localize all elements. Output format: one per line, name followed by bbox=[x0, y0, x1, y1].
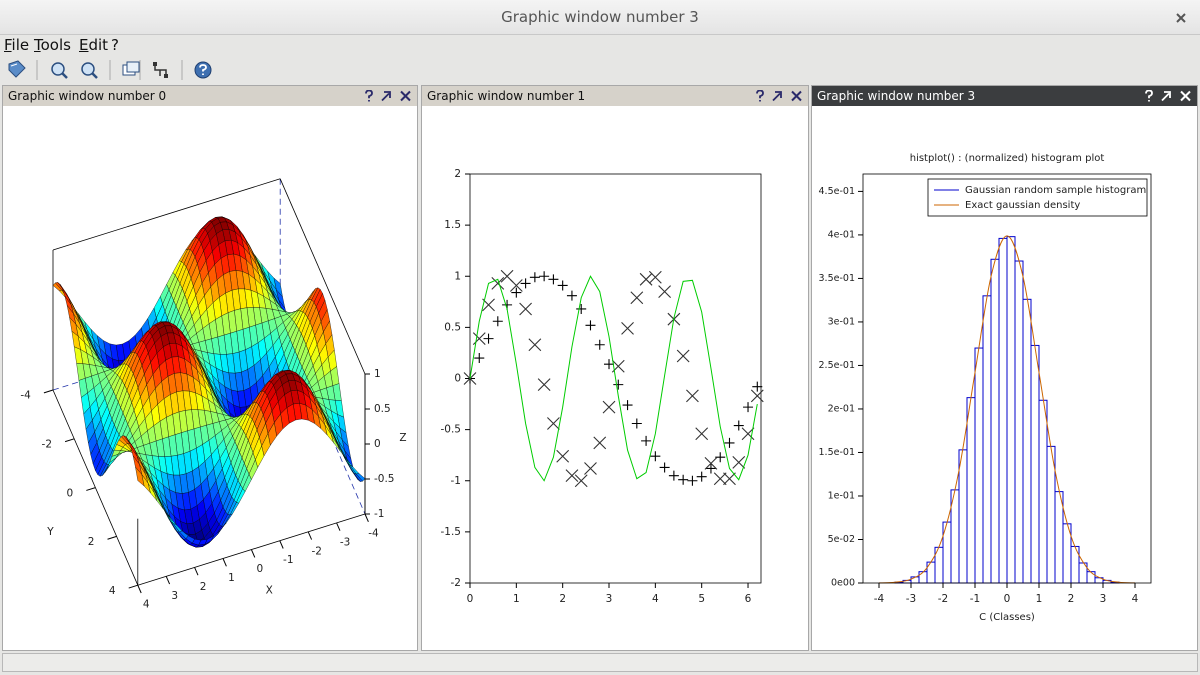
window-title: Graphic window number 3 bbox=[501, 8, 699, 26]
panel-title: Graphic window number 0 bbox=[8, 89, 167, 103]
panel-controls[interactable] bbox=[1145, 90, 1193, 102]
panel: Graphic window number 3 bbox=[811, 85, 1198, 651]
panel: Graphic window number 1 bbox=[421, 85, 809, 651]
panel-header: Graphic window number 0 bbox=[3, 86, 417, 106]
panel-title: Graphic window number 3 bbox=[817, 89, 976, 103]
zoom-button[interactable] bbox=[51, 62, 68, 79]
unzoom-button[interactable] bbox=[81, 62, 98, 79]
menu-item[interactable]: ? bbox=[111, 36, 119, 54]
close-button[interactable] bbox=[1175, 12, 1187, 24]
menu-item[interactable]: Tools bbox=[34, 36, 71, 54]
panel-header: Graphic window number 1 bbox=[422, 86, 808, 106]
datatip-button[interactable] bbox=[122, 61, 140, 76]
panel-title: Graphic window number 1 bbox=[427, 89, 586, 103]
panel-header: Graphic window number 3 bbox=[812, 86, 1197, 106]
panel-controls[interactable] bbox=[365, 90, 413, 102]
title-bar: Graphic window number 3 bbox=[0, 0, 1200, 35]
toolbar bbox=[8, 60, 212, 80]
help-button[interactable] bbox=[194, 61, 212, 79]
editor-button[interactable] bbox=[153, 62, 168, 78]
menu-item[interactable]: File bbox=[4, 36, 30, 54]
panel: Graphic window number 0 bbox=[2, 85, 418, 651]
panel-controls[interactable] bbox=[756, 90, 804, 102]
status-bar bbox=[2, 653, 1198, 672]
rotate-button[interactable] bbox=[8, 60, 26, 78]
menu-item[interactable]: Edit bbox=[79, 36, 109, 54]
